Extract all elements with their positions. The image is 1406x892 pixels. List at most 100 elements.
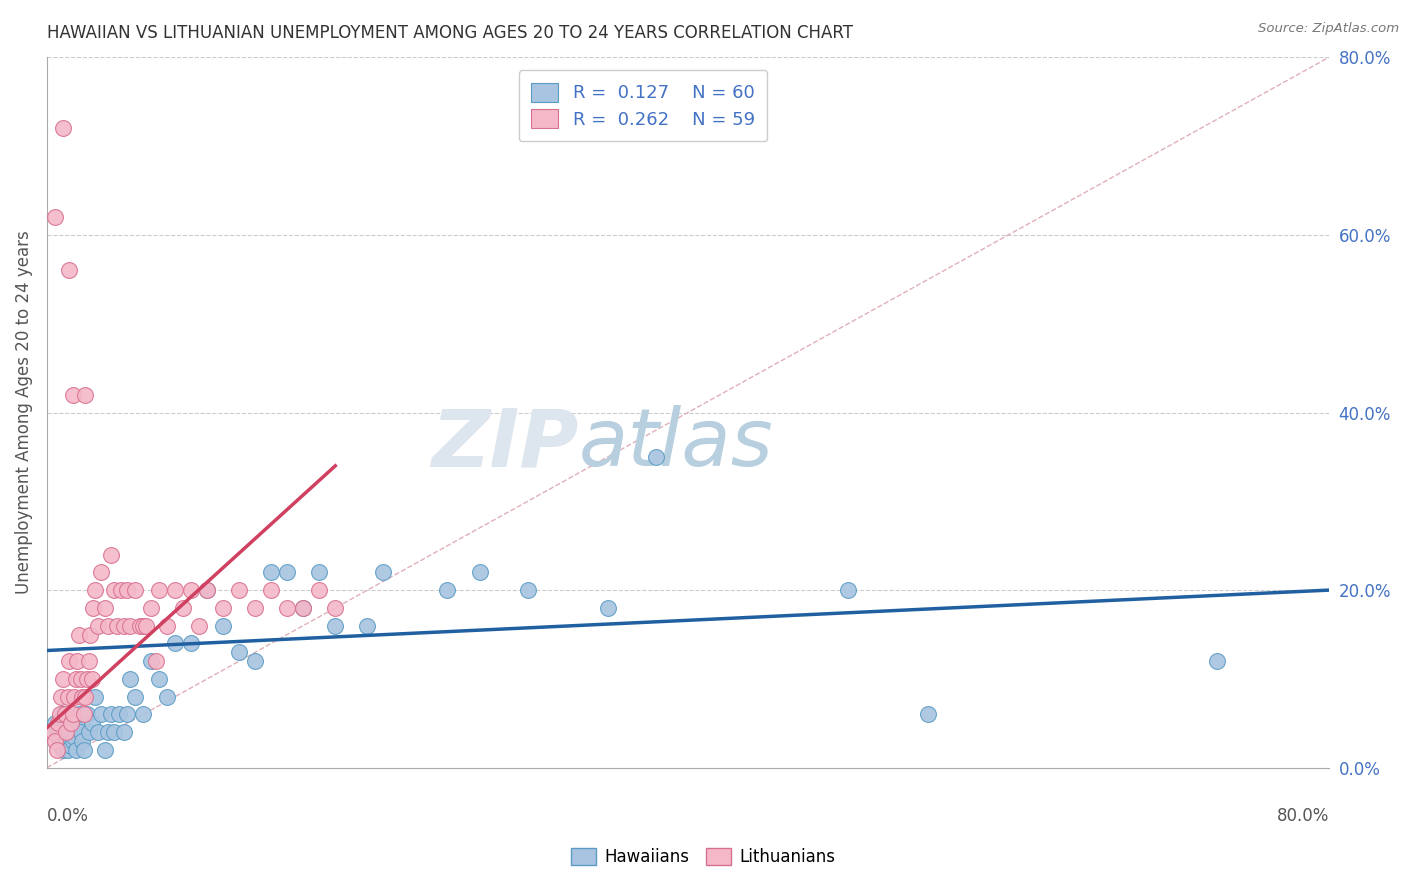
Point [62, 734, 84, 748]
Point [62, 388, 84, 402]
Point [46, 716, 69, 731]
Point [84, 583, 107, 598]
Point [52, 672, 75, 686]
Point [112, 618, 135, 632]
Point [97, 618, 120, 632]
Point [51, 739, 73, 753]
Point [63, 690, 86, 704]
Point [48, 707, 70, 722]
Point [228, 583, 250, 598]
Point [112, 725, 135, 739]
Point [105, 618, 128, 632]
Point [80, 716, 103, 731]
Point [87, 725, 110, 739]
Point [323, 600, 346, 615]
Point [917, 707, 939, 722]
Point [195, 583, 218, 598]
Point [308, 583, 330, 598]
Point [52, 743, 75, 757]
Point [53, 725, 76, 739]
Point [44, 716, 66, 731]
Point [292, 600, 315, 615]
Point [292, 600, 315, 615]
Point [63, 730, 86, 744]
Y-axis label: Unemployment Among Ages 20 to 24 years: Unemployment Among Ages 20 to 24 years [15, 231, 32, 594]
Point [77, 654, 100, 668]
Point [1205, 654, 1227, 668]
Point [58, 654, 80, 668]
Point [103, 583, 125, 598]
Point [75, 388, 97, 402]
Point [120, 672, 142, 686]
Point [145, 654, 167, 668]
Point [188, 618, 211, 632]
Point [66, 654, 89, 668]
Point [436, 583, 458, 598]
Point [115, 707, 138, 722]
Point [52, 707, 75, 722]
Point [245, 654, 267, 668]
Text: 0.0%: 0.0% [46, 806, 89, 825]
Point [82, 600, 104, 615]
Point [97, 725, 120, 739]
Point [135, 618, 157, 632]
Point [180, 636, 202, 650]
Point [110, 583, 132, 598]
Point [90, 566, 112, 580]
Point [53, 707, 76, 722]
Point [69, 725, 91, 739]
Point [65, 672, 87, 686]
Text: 80.0%: 80.0% [1277, 806, 1329, 825]
Point [596, 600, 619, 615]
Point [156, 618, 179, 632]
Text: Source: ZipAtlas.com: Source: ZipAtlas.com [1258, 22, 1399, 36]
Point [55, 725, 77, 739]
Point [100, 707, 122, 722]
Point [75, 690, 97, 704]
Point [148, 672, 170, 686]
Point [260, 566, 283, 580]
Point [245, 600, 267, 615]
Point [373, 566, 395, 580]
Point [103, 725, 125, 739]
Point [46, 730, 69, 744]
Point [120, 618, 142, 632]
Point [276, 566, 298, 580]
Point [132, 618, 155, 632]
Point [79, 627, 101, 641]
Point [77, 725, 100, 739]
Point [67, 707, 90, 722]
Point [42, 725, 65, 739]
Point [276, 600, 298, 615]
Point [69, 672, 91, 686]
Point [51, 690, 73, 704]
Point [84, 690, 107, 704]
Point [644, 450, 666, 464]
Point [115, 583, 138, 598]
Point [76, 707, 98, 722]
Point [156, 690, 179, 704]
Point [56, 690, 79, 704]
Point [67, 627, 90, 641]
Point [165, 636, 187, 650]
Point [44, 210, 66, 224]
Point [323, 618, 346, 632]
Point [59, 739, 82, 753]
Point [212, 600, 235, 615]
Point [228, 645, 250, 659]
Point [52, 121, 75, 136]
Point [58, 725, 80, 739]
Point [55, 734, 77, 748]
Point [308, 566, 330, 580]
Point [87, 618, 110, 632]
Point [44, 734, 66, 748]
Point [73, 707, 96, 722]
Point [93, 600, 115, 615]
Point [48, 734, 70, 748]
Point [212, 618, 235, 632]
Text: HAWAIIAN VS LITHUANIAN UNEMPLOYMENT AMONG AGES 20 TO 24 YEARS CORRELATION CHART: HAWAIIAN VS LITHUANIAN UNEMPLOYMENT AMON… [46, 24, 853, 42]
Point [139, 600, 162, 615]
Point [180, 583, 202, 598]
Point [90, 707, 112, 722]
Point [62, 707, 84, 722]
